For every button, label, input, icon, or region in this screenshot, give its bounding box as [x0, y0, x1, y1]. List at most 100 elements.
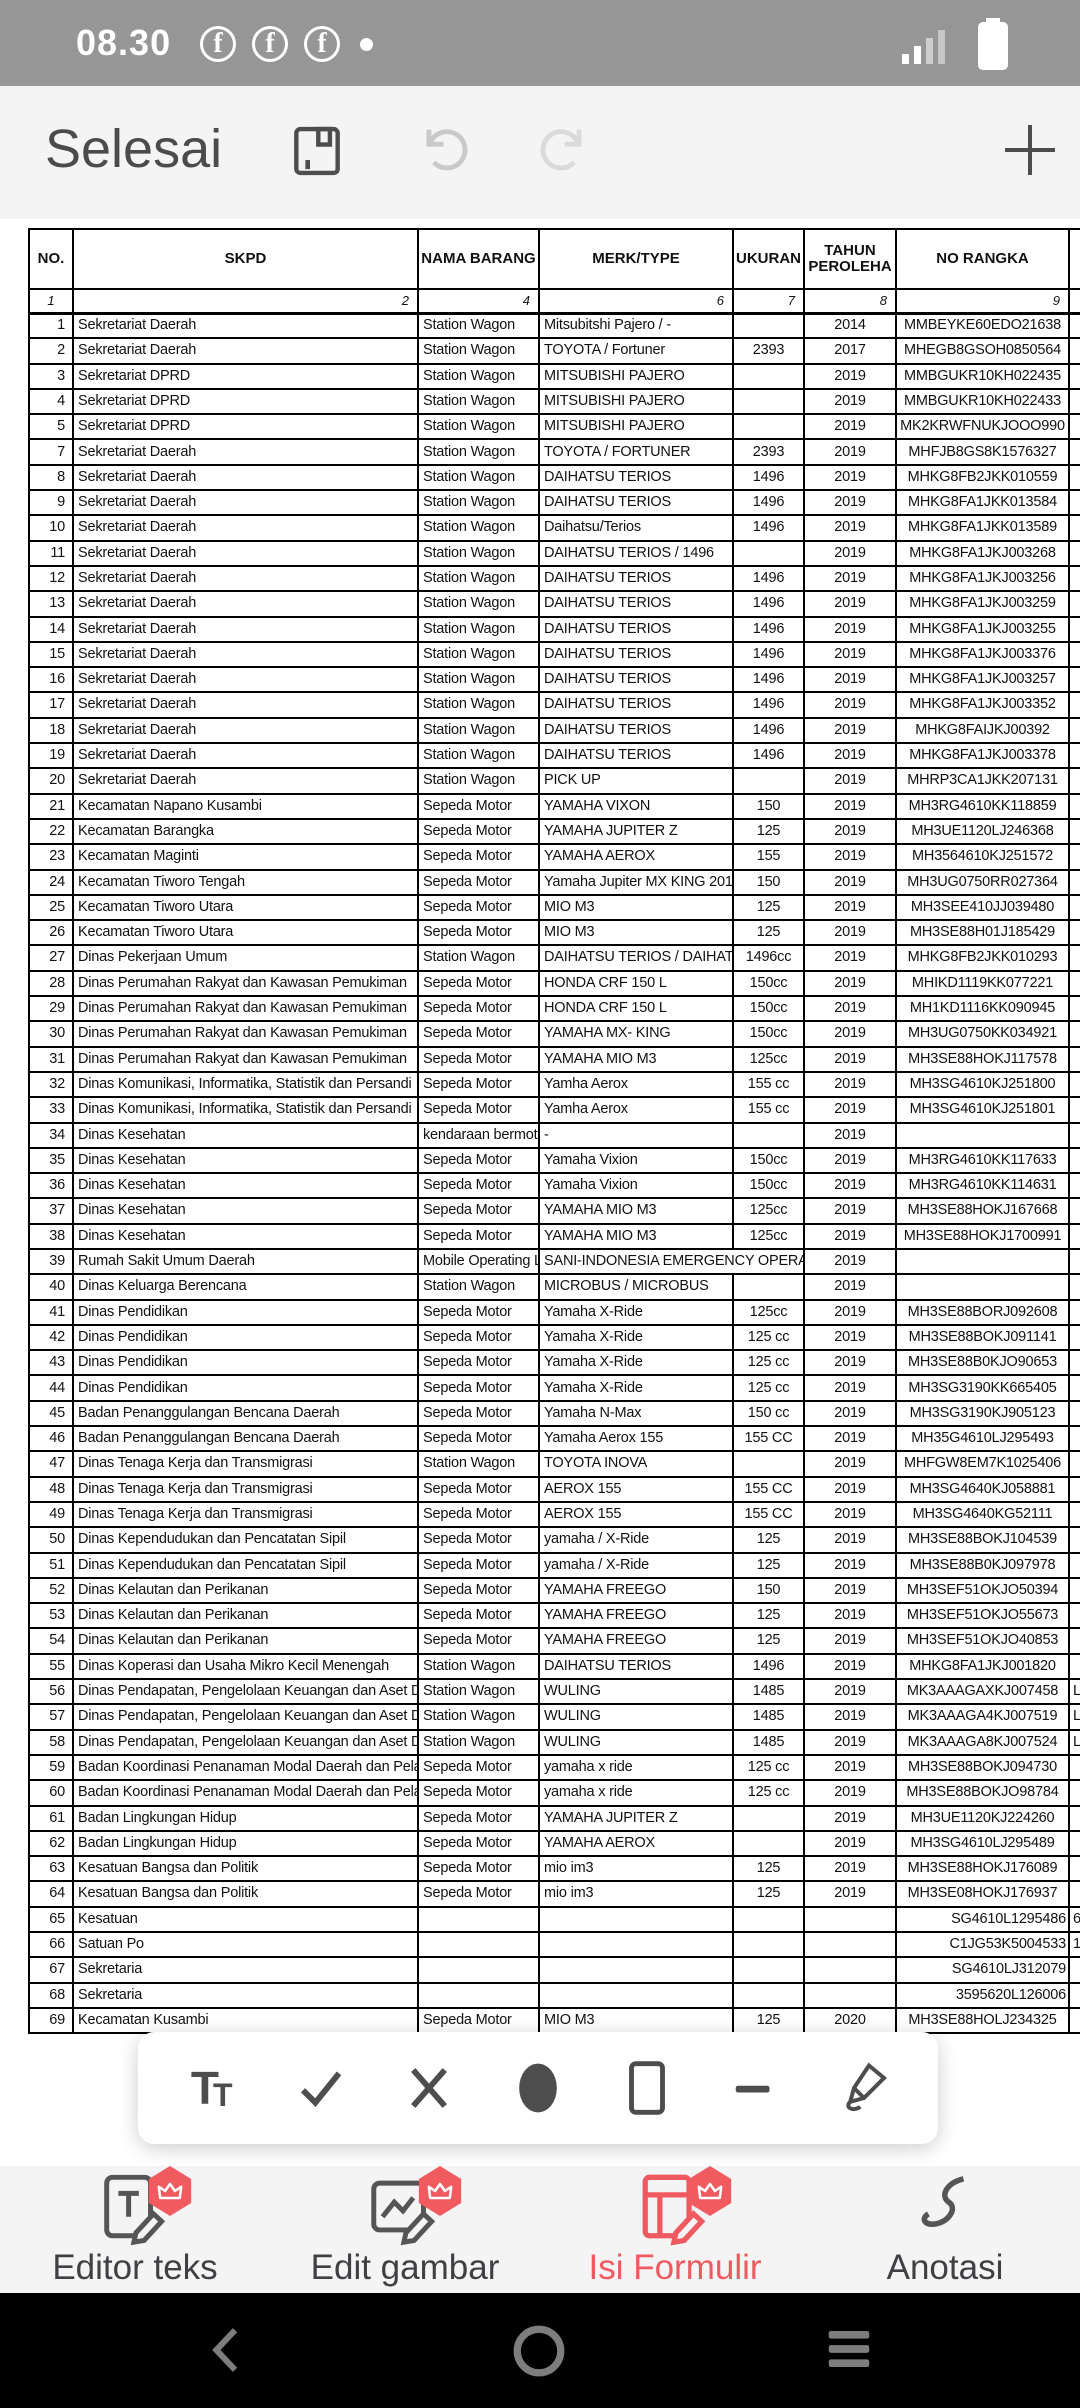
- cell-ukuran: 1496: [732, 1652, 805, 1681]
- cell-ukuran: 150: [732, 792, 805, 820]
- back-icon[interactable]: [200, 2322, 256, 2378]
- cell-rangka: MMBGUKR10KH022435: [895, 362, 1070, 390]
- cell-no: 37: [28, 1197, 74, 1225]
- cell-tahun: 2019: [803, 995, 897, 1023]
- cell-skpd: Dinas Kependudukan dan Pencatatan Sipil: [72, 1551, 419, 1579]
- cell-skpd: Dinas Kelautan dan Perikanan: [72, 1627, 419, 1655]
- cell-no: 13: [28, 590, 74, 618]
- header-row: NO. SKPD NAMA BARANG MERK/TYPE UKURAN TAHUN P…: [28, 228, 1080, 290]
- document-page[interactable]: NO. SKPD NAMA BARANG MERK/TYPE UKURAN TAHUN P…: [0, 219, 1080, 2166]
- tab-editor-teks[interactable]: Editor teks: [0, 2166, 270, 2293]
- cell-merk: DAIHATSU TERIOS: [538, 742, 734, 770]
- cell-nama: Sepeda Motor: [417, 1197, 540, 1225]
- cell-nama: Sepeda Motor: [417, 1399, 540, 1428]
- tab-isi-formulir[interactable]: Isi Formulir: [540, 2166, 810, 2293]
- cell-skpd: Sekretariat Daerah: [72, 337, 419, 365]
- cell-sliver: [1068, 868, 1080, 896]
- cell-merk: DAIHATSU TERIOS: [538, 640, 734, 669]
- cell-ukuran: 125: [732, 817, 805, 846]
- cell-nama: Sepeda Motor: [417, 893, 540, 922]
- cell-ukuran: [732, 1930, 805, 1959]
- cell-nama: Station Wagon: [417, 413, 540, 441]
- home-icon[interactable]: [510, 2322, 568, 2380]
- cell-rangka: [895, 1121, 1070, 1149]
- table-row: 69 Kecamatan Kusambi Sepeda Motor MIO M3 125…: [28, 2006, 1080, 2035]
- cross-tool-icon[interactable]: [394, 2048, 464, 2128]
- cell-merk: [538, 1905, 734, 1934]
- cell-no: 41: [28, 1298, 74, 1326]
- cell-rangka: MHKG8FA1JKJ003256: [895, 564, 1070, 593]
- cell-ukuran: 150cc: [732, 1146, 805, 1175]
- cell-skpd: Dinas Tenaga Kerja dan Transmigrasi: [72, 1475, 419, 1503]
- cell-ukuran: [732, 1273, 805, 1301]
- cell-merk: YAMAHA MIO M3: [538, 1222, 734, 1250]
- done-button[interactable]: Selesai: [45, 119, 223, 179]
- cell-skpd: Kesatuan Bangsa dan Politik: [72, 1880, 419, 1908]
- cell-nama: Sepeda Motor: [417, 843, 540, 871]
- cell-skpd: Dinas Pendapatan, Pengelolaan Keuangan d…: [72, 1703, 419, 1731]
- cell-no: 24: [28, 868, 74, 896]
- table-row: 1 Sekretariat Daerah Station Wagon Mitsubit…: [28, 311, 1080, 340]
- cell-no: 19: [28, 742, 74, 770]
- cell-skpd: Dinas Perumahan Rakyat dan Kawasan Pemuk…: [72, 995, 419, 1023]
- rectangle-tool-icon[interactable]: [612, 2048, 682, 2128]
- cell-tahun: 2019: [803, 362, 897, 390]
- cell-rangka: MH3SE88BORJ092608: [895, 1298, 1070, 1326]
- cell-no: 27: [28, 944, 74, 972]
- ellipse-tool-icon[interactable]: [503, 2048, 573, 2128]
- recents-icon[interactable]: [822, 2322, 876, 2376]
- cell-no: 15: [28, 640, 74, 669]
- check-tool-icon[interactable]: [286, 2048, 356, 2128]
- line-tool-icon[interactable]: [721, 2048, 791, 2128]
- cell-merk: YAMAHA MIO M3: [538, 1197, 734, 1225]
- cell-nama: Sepeda Motor: [417, 1855, 540, 1883]
- table-row: 29 Dinas Perumahan Rakyat dan Kawasan Pem…: [28, 995, 1080, 1023]
- cell-merk: Yamaha Vixion: [538, 1146, 734, 1175]
- cell-no: 3: [28, 362, 74, 390]
- cell-tahun: [803, 1981, 897, 2009]
- tab-edit-gambar[interactable]: Edit gambar: [270, 2166, 540, 2293]
- cell-nama: Sepeda Motor: [417, 1045, 540, 1073]
- cell-skpd: Kecamatan Maginti: [72, 843, 419, 871]
- cell-no: 23: [28, 843, 74, 871]
- cell-skpd: Kecamatan Tiworo Tengah: [72, 868, 419, 896]
- cell-nama: [417, 1930, 540, 1959]
- cell-no: 65: [28, 1905, 74, 1934]
- cell-skpd: Dinas Kesehatan: [72, 1197, 419, 1225]
- save-icon[interactable]: [286, 120, 348, 182]
- cell-skpd: Badan Koordinasi Penanaman Modal Daerah …: [72, 1779, 419, 1807]
- cell-merk: DAIHATSU TERIOS: [538, 691, 734, 719]
- cell-merk: YAMAHA MX- KING: [538, 1020, 734, 1048]
- table-row: 32 Dinas Komunikasi, Informatika, Statist…: [28, 1070, 1080, 1099]
- cell-rangka: MH35G4610LJ295493: [895, 1425, 1070, 1453]
- table-row: 40 Dinas Keluarga Berencana Station Wagon M…: [28, 1273, 1080, 1301]
- cell-skpd: Dinas Pendidikan: [72, 1349, 419, 1377]
- cell-rangka: MHKG8FAIJKJ00392: [895, 716, 1070, 745]
- cell-ukuran: [732, 1450, 805, 1478]
- cell-no: 59: [28, 1753, 74, 1782]
- cell-tahun: 2019: [803, 1526, 897, 1554]
- cell-no: 29: [28, 995, 74, 1023]
- cell-rangka: MHKG8FA1JKJ001820: [895, 1652, 1070, 1681]
- cell-rangka: MHKG8FA1JKK013589: [895, 514, 1070, 542]
- tab-anotasi[interactable]: Anotasi: [810, 2166, 1080, 2293]
- cell-no: 21: [28, 792, 74, 820]
- cell-no: 42: [28, 1323, 74, 1352]
- add-icon[interactable]: [1000, 120, 1060, 180]
- cell-merk: [538, 1930, 734, 1959]
- signature-tool-icon[interactable]: [829, 2048, 899, 2128]
- cell-rangka: MH3SG4610KJ251800: [895, 1070, 1070, 1099]
- battery-icon: [978, 18, 1008, 70]
- cell-merk: Yamha Aerox: [538, 1096, 734, 1124]
- cell-skpd: Dinas Perumahan Rakyat dan Kawasan Pemuk…: [72, 1045, 419, 1073]
- cell-sliver: [1068, 1855, 1080, 1883]
- cell-ukuran: [732, 1829, 805, 1858]
- cell-skpd: Dinas Tenaga Kerja dan Transmigrasi: [72, 1450, 419, 1478]
- cell-sliver: [1068, 1551, 1080, 1579]
- cell-tahun: 2019: [803, 1070, 897, 1099]
- cell-sliver: [1068, 2006, 1080, 2035]
- cell-merk: DAIHATSU TERIOS / DAIHAT: [538, 944, 734, 972]
- cell-skpd: Dinas Perumahan Rakyat dan Kawasan Pemuk…: [72, 969, 419, 998]
